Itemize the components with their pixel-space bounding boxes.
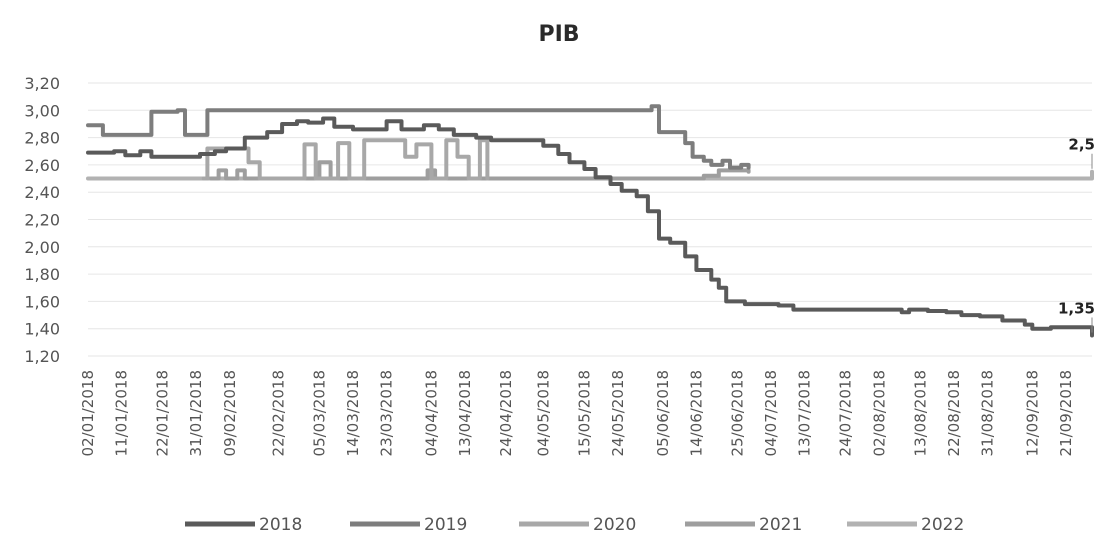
x-tick-label: 24/05/2018 [609,370,627,456]
legend-label: 2018 [259,515,302,535]
x-tick-label: 02/01/2018 [79,370,97,456]
series-line-2018 [86,116,1094,338]
annotation-label: 2,5 [1068,136,1095,154]
x-tick-label: 22/01/2018 [154,370,172,456]
x-tick-label: 23/03/2018 [378,370,396,456]
y-tick-label: 3,00 [24,101,60,120]
y-tick-label: 2,20 [24,211,60,230]
x-tick-label: 22/08/2018 [945,370,963,456]
x-tick-label: 21/09/2018 [1057,370,1075,456]
x-tick-label: 14/03/2018 [344,370,362,456]
x-tick-label: 22/02/2018 [269,370,287,456]
series-lines [86,104,1094,338]
x-axis: 02/01/2018 11/01/2018 22/01/2018 31/01/2018… [79,370,1075,456]
x-tick-label: 13/07/2018 [796,370,814,456]
chart-title: PIB [538,22,579,47]
x-tick-label: 13/04/2018 [456,370,474,456]
legend-label: 2019 [424,515,467,535]
series-line-2021 [209,160,751,181]
x-tick-label: 04/05/2018 [534,370,552,456]
y-tick-label: 2,40 [24,183,60,202]
x-tick-label: 13/08/2018 [911,370,929,456]
y-tick-label: 1,60 [24,292,60,311]
y-tick-label: 3,20 [24,74,60,93]
x-tick-label: 24/04/2018 [497,370,515,456]
x-tick-label: 09/02/2018 [221,370,239,456]
legend-label: 2022 [921,515,964,535]
x-tick-label: 31/01/2018 [187,370,205,456]
x-tick-label: 05/06/2018 [654,370,672,456]
x-tick-label: 31/08/2018 [978,370,996,456]
legend-label: 2020 [593,515,636,535]
x-tick-label: 15/05/2018 [575,370,593,456]
series-line-2019 [86,104,751,170]
x-tick-label: 12/09/2018 [1023,370,1041,456]
y-tick-label: 1,80 [24,265,60,284]
y-axis: 3,20 3,00 2,80 2,60 2,40 2,20 2,00 1,80 1,60 1,40… [24,74,60,366]
y-tick-label: 2,00 [24,238,60,257]
x-tick-label: 25/06/2018 [728,370,746,456]
x-tick-label: 14/06/2018 [687,370,705,456]
y-tick-label: 2,60 [24,156,60,175]
y-tick-label: 1,40 [24,320,60,339]
x-tick-label: 24/07/2018 [837,370,855,456]
x-tick-label: 04/04/2018 [422,370,440,456]
gridlines [88,82,1092,357]
annotation-label: 1,35 [1058,300,1095,318]
legend-label: 2021 [759,515,802,535]
x-tick-label: 02/08/2018 [870,370,888,456]
x-tick-label: 05/03/2018 [310,370,328,456]
annotations: 2,5 1,35 [1058,136,1095,333]
y-tick-label: 2,80 [24,129,60,148]
x-tick-label: 11/01/2018 [113,370,131,456]
series-line-2020 [201,138,490,181]
legend: 2018 2019 2020 2021 2022 [185,515,964,535]
y-tick-label: 1,20 [24,347,60,366]
x-tick-label: 04/07/2018 [762,370,780,456]
